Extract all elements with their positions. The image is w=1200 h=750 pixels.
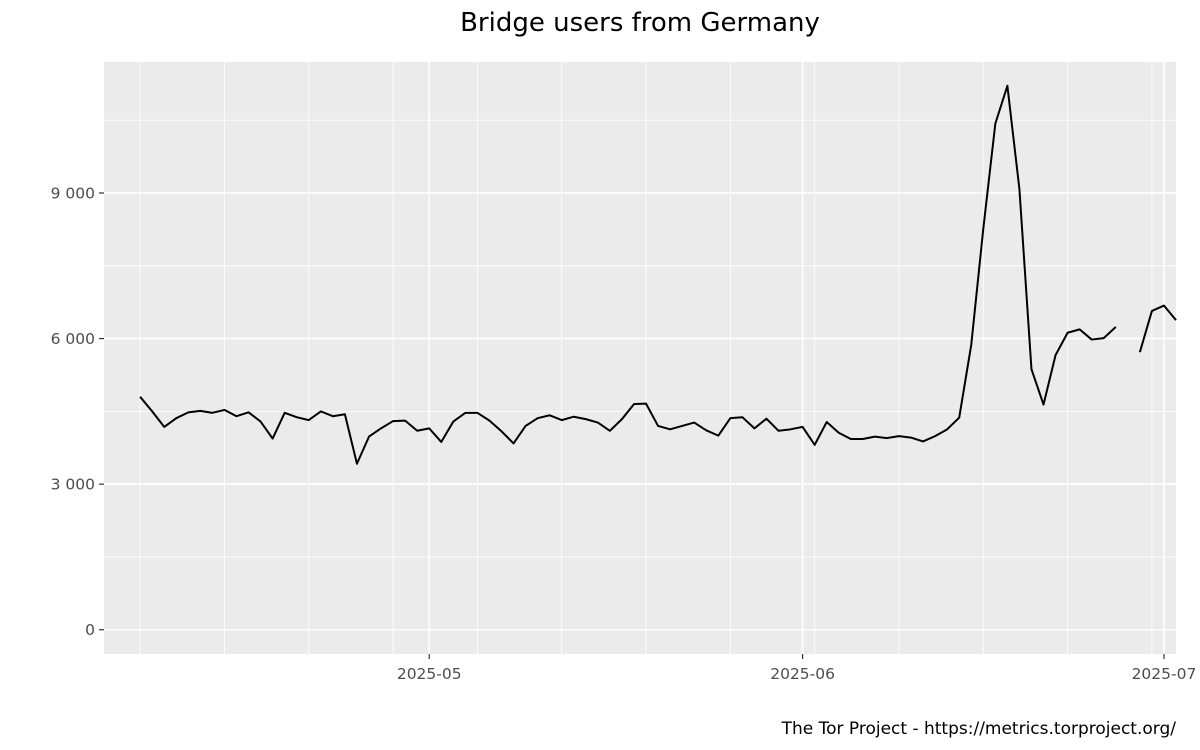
series-layer	[139, 84, 1177, 465]
axis-ticks	[99, 192, 1165, 659]
x-tick-label: 2025-07	[1132, 665, 1197, 683]
chart-caption: The Tor Project - https://metrics.torpro…	[781, 719, 1177, 739]
y-tick-label: 6 000	[51, 330, 95, 348]
minor-gridlines	[104, 62, 1176, 654]
y-tick-label: 3 000	[51, 476, 95, 494]
y-axis-labels: 0 3 000 6 000 9 000	[51, 185, 95, 640]
x-tick-label: 2025-05	[397, 665, 462, 683]
x-tick-label: 2025-06	[770, 665, 835, 683]
chart-title: Bridge users from Germany	[460, 8, 820, 38]
x-axis-labels: 2025-05 2025-06 2025-07	[397, 665, 1197, 683]
y-tick-label: 9 000	[51, 185, 95, 203]
series-line	[139, 84, 1177, 465]
plot-panel	[104, 62, 1176, 654]
y-tick-label: 0	[85, 621, 95, 639]
major-gridlines	[104, 62, 1176, 654]
